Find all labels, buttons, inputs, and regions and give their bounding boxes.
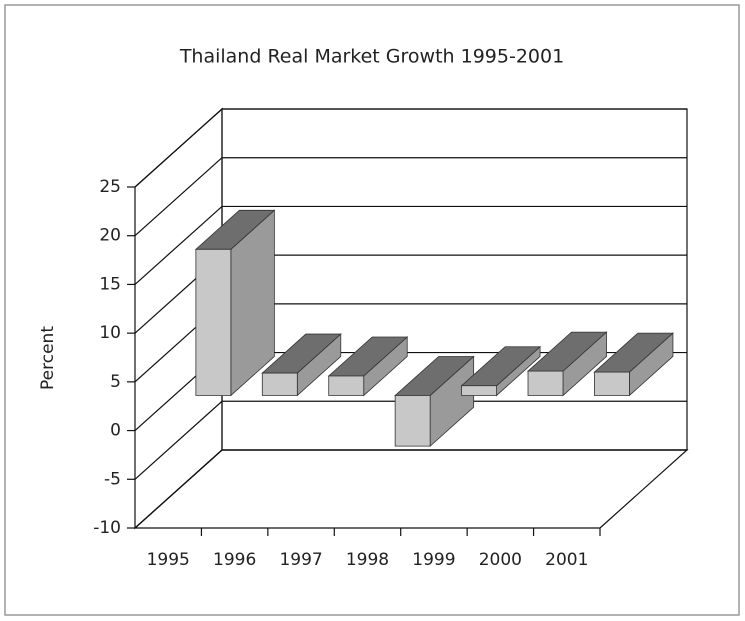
grid-line: [134, 449, 687, 529]
x-tick-label: 1995: [147, 550, 190, 570]
chart-title: Thailand Real Market Growth 1995-2001: [179, 46, 564, 68]
x-tick-label: 1999: [412, 550, 455, 570]
x-tick-label: 1996: [213, 550, 256, 570]
grid-line: [134, 157, 687, 237]
grid-line: [134, 205, 687, 285]
bar: [261, 372, 298, 396]
bar: [328, 375, 365, 396]
y-axis-label: Percent: [38, 326, 58, 390]
bar: [594, 371, 630, 396]
bar: [394, 395, 431, 447]
x-tick-label: 1997: [279, 550, 322, 570]
bar: [195, 248, 232, 396]
bar: [527, 370, 564, 396]
y-tick-label: 0: [110, 421, 121, 441]
x-tick-label: 1998: [346, 550, 389, 570]
x-tick-label: 2000: [479, 550, 522, 570]
y-tick-label: 15: [99, 274, 121, 294]
y-tick-label: 5: [110, 372, 121, 392]
y-tick-label: -10: [93, 518, 121, 538]
bar: [461, 385, 497, 396]
y-tick-label: 25: [99, 177, 121, 197]
y-tick-label: 10: [99, 323, 121, 343]
grid-line: [134, 400, 687, 480]
grid-line: [134, 108, 687, 188]
x-tick-label: 2001: [545, 550, 588, 570]
y-tick-label: 20: [99, 226, 121, 246]
y-tick-label: -5: [104, 469, 121, 489]
